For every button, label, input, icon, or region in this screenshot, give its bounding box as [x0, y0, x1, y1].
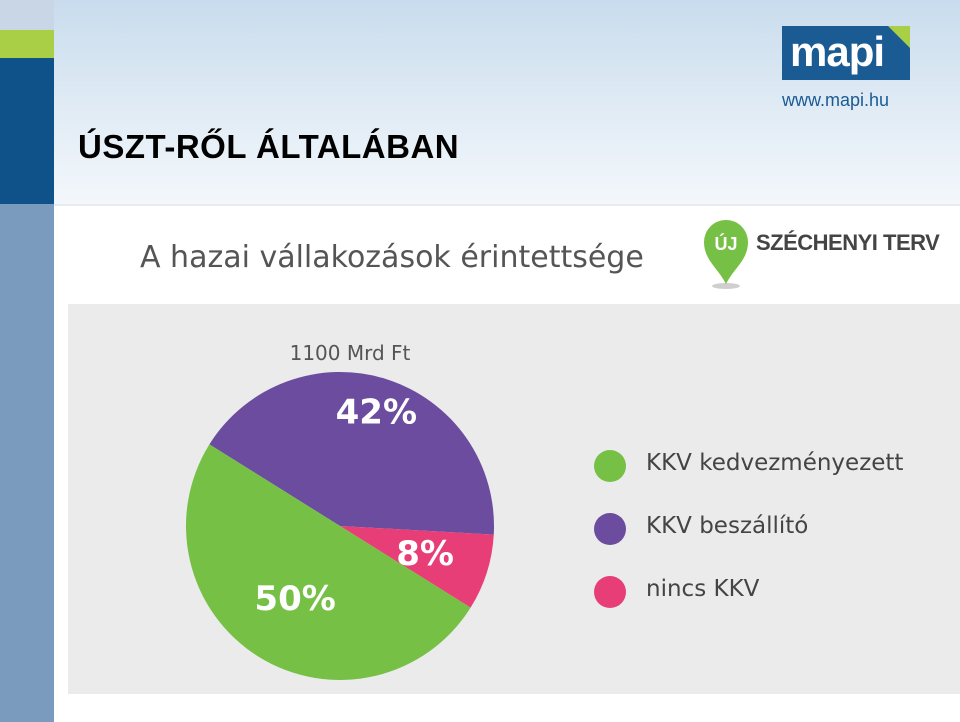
pie-label-kkv-beszallito: 42%: [336, 393, 417, 433]
legend-dot-pink: [594, 576, 626, 608]
mapi-logo-text: mapi: [790, 28, 885, 75]
left-decor-bar: [0, 0, 54, 722]
legend-dot-green: [594, 450, 626, 482]
chart-panel: 1100 Mrd Ft 42% 8% 50% KKV kedvezményezett…: [68, 304, 960, 694]
legend-label: nincs KKV: [646, 576, 760, 602]
mapi-logo: mapi: [782, 26, 910, 80]
left-decor-dark-block: [0, 58, 54, 204]
legend-dot-purple: [594, 513, 626, 545]
szechenyi-pin-icon: ÚJ: [704, 220, 748, 289]
szechenyi-badge-text: ÚJ: [714, 233, 737, 254]
pie-label-kkv-kedvezmenyezett: 50%: [254, 579, 335, 619]
pie-label-nincs-kkv: 8%: [396, 534, 454, 574]
legend-label: KKV beszállító: [646, 513, 809, 539]
pie-total-label: 1100 Mrd Ft: [290, 341, 411, 365]
mapi-logo-corner-icon: [888, 26, 910, 48]
left-decor-light-strip: [0, 0, 54, 30]
mapi-url: www.mapi.hu: [782, 90, 890, 110]
szechenyi-terv-logo: ÚJ SZÉCHENYI TERV: [702, 216, 942, 290]
slide-title: ÚSZT-RŐL ÁLTALÁBAN: [78, 128, 460, 165]
pie-slice-kkv-beszallito: [209, 372, 495, 535]
left-decor-green-accent: [0, 30, 54, 58]
chart-title: A hazai vállakozások érintettsége: [140, 240, 644, 275]
pie-slice-nincs-kkv: [340, 526, 494, 608]
pie-chart: 1100 Mrd Ft 42% 8% 50%: [186, 341, 495, 680]
pie-slice-kkv-kedvezmenyezett: [186, 444, 471, 680]
szechenyi-terv-text: SZÉCHENYI TERV: [756, 230, 940, 255]
legend-label: KKV kedvezményezett: [646, 450, 904, 476]
